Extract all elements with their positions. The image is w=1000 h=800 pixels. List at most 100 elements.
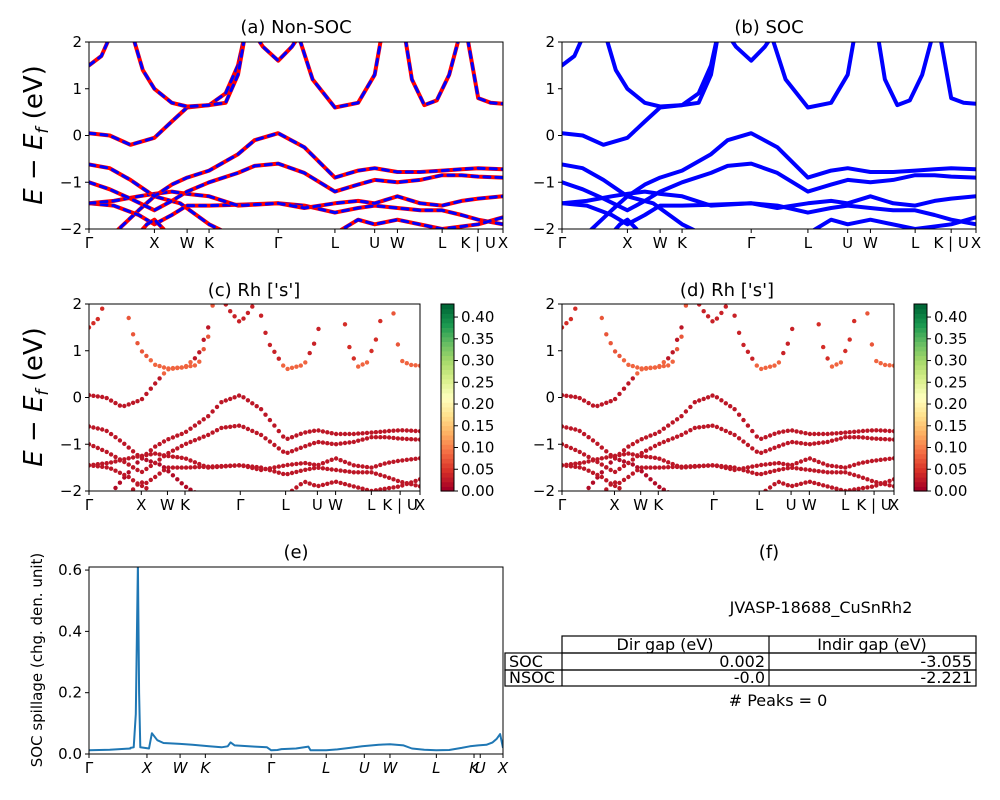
projected-point (626, 451, 631, 456)
projected-point (643, 454, 649, 459)
projected-point (391, 311, 396, 316)
projected-point (236, 319, 242, 324)
band-line-9-overlay (298, 42, 382, 109)
projected-point (776, 444, 782, 449)
panel-f-title: (f) (759, 542, 779, 563)
y-tick-label: 2 (72, 295, 82, 313)
projected-point (723, 428, 728, 434)
projected-point (108, 398, 114, 403)
projected-point (161, 468, 167, 473)
x-tick-label: L (331, 234, 340, 252)
projected-point (781, 461, 786, 467)
projected-point (652, 465, 658, 470)
projected-point (856, 298, 860, 302)
projected-point (382, 461, 387, 466)
projected-point (333, 467, 339, 473)
x-tick-label: L (755, 496, 764, 514)
projected-point (648, 446, 653, 451)
projected-point (325, 430, 330, 435)
projected-point (599, 445, 604, 450)
projected-point (891, 477, 894, 482)
projected-point (763, 365, 768, 370)
projected-point (122, 297, 126, 301)
projected-point (228, 424, 233, 429)
projected-point (281, 463, 286, 468)
colorbar-segment (914, 406, 927, 413)
projected-point (701, 396, 706, 402)
projected-point (843, 430, 848, 435)
colorbar-frame (913, 303, 928, 492)
colorbar-segment (441, 416, 454, 422)
projected-point (197, 493, 201, 497)
projected-point (263, 412, 268, 417)
projected-point (126, 462, 131, 467)
projected-point (860, 475, 866, 480)
projected-point (223, 425, 228, 430)
colorbar-segment (914, 364, 927, 371)
projected-point (674, 337, 680, 342)
colorbar-tick-label: 0.05 (934, 460, 967, 478)
projected-point (113, 454, 118, 460)
projected-point (803, 431, 808, 436)
projected-point (825, 484, 830, 489)
projected-point (652, 365, 658, 370)
projected-point (144, 353, 149, 359)
y-tick-label: 0.0 (58, 745, 82, 763)
projected-point (404, 481, 409, 487)
projected-point (89, 325, 92, 330)
projected-point (852, 487, 857, 491)
projected-point (214, 464, 220, 470)
projected-point (785, 462, 790, 467)
panel-b-frame (561, 41, 977, 230)
projected-point (303, 360, 308, 365)
projected-point (847, 337, 852, 342)
projected-point (581, 398, 587, 403)
projected-point (382, 435, 387, 440)
x-tick-label: X (497, 759, 509, 777)
band-line-10 (403, 42, 460, 108)
projected-point (728, 430, 733, 436)
projected-point (188, 465, 193, 470)
projected-point (276, 428, 281, 434)
projected-point (127, 494, 131, 498)
projected-point (621, 448, 627, 453)
projected-point (847, 435, 852, 440)
projected-point (874, 358, 879, 364)
projected-point (391, 459, 396, 464)
colorbar-segment (441, 448, 454, 455)
x-tick-label: L (367, 496, 376, 514)
projected-point (206, 334, 211, 339)
projected-point (635, 454, 640, 459)
colorbar-segment (441, 364, 454, 371)
colorbar-segment (914, 472, 927, 478)
projected-point (621, 452, 627, 457)
projected-point (130, 449, 136, 454)
projected-point (267, 466, 273, 471)
projected-point (874, 480, 879, 485)
projected-point (250, 428, 255, 434)
colorbar-segment (914, 383, 927, 389)
projected-point (188, 426, 193, 431)
projected-point (568, 445, 574, 451)
projected-point (723, 465, 728, 471)
projected-point (333, 479, 339, 484)
projected-point (604, 455, 609, 460)
projected-point (635, 365, 640, 370)
projected-point (887, 456, 892, 461)
projected-point (161, 371, 167, 376)
projected-point (289, 435, 295, 440)
projected-point (395, 342, 401, 347)
projected-point (798, 430, 804, 435)
projected-point (825, 356, 830, 361)
panel-c-title: (c) Rh ['s'] (208, 280, 301, 301)
band-line-9 (771, 42, 856, 110)
y-tick-label: 2 (545, 295, 555, 313)
projected-point (413, 363, 418, 368)
projected-point (311, 341, 317, 346)
projected-point (701, 424, 706, 429)
projected-point (776, 460, 782, 466)
projected-point (289, 462, 295, 467)
projected-point (887, 428, 892, 434)
